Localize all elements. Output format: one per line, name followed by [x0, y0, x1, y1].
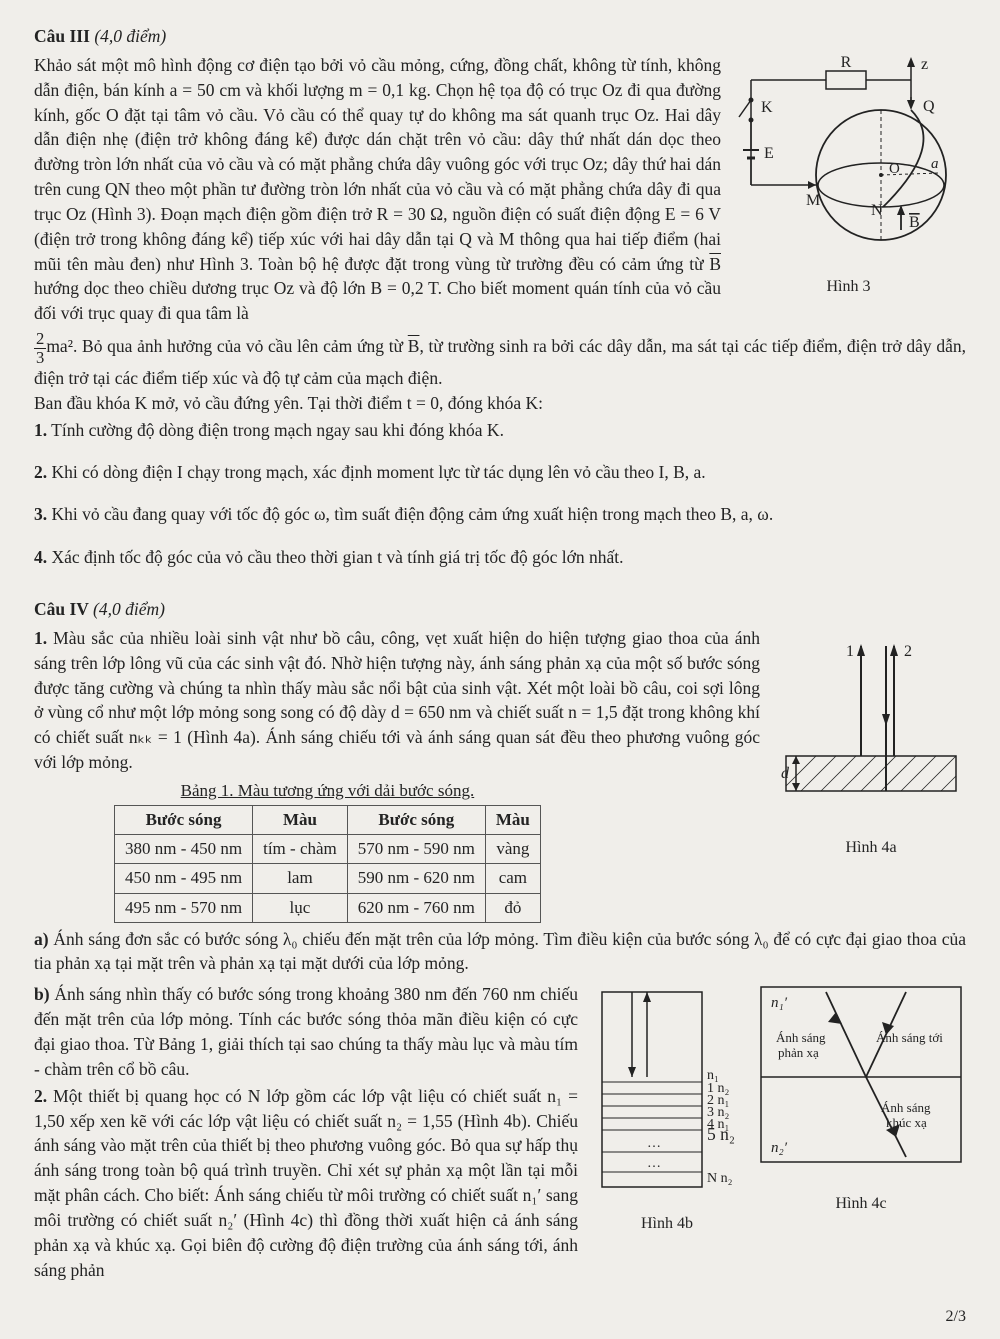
- q3-item-1: 1. Tính cường độ dòng điện trong mạch ng…: [34, 418, 966, 443]
- q4-part-b: b) Ánh sáng nhìn thấy có bước sóng trong…: [34, 982, 578, 1081]
- fig4a-label-d: d: [781, 765, 790, 782]
- fig4a-label-1: 1: [846, 643, 854, 660]
- table-row: 450 nm - 495 nmlam 590 nm - 620 nmcam: [115, 864, 541, 893]
- fig4c-refracted-2: khúc xạ: [886, 1115, 927, 1130]
- table-header: Màu: [253, 806, 348, 835]
- fig4c-n1p: n₁′: [771, 995, 788, 1011]
- table-header: Bước sóng: [347, 806, 485, 835]
- figure-4c-caption: Hình 4c: [756, 1193, 966, 1216]
- q3-title: Câu III: [34, 26, 90, 46]
- q3-header: Câu III (4,0 điểm): [34, 24, 966, 49]
- q3-body-2: 2 3 ma². Bỏ qua ảnh hưởng của vỏ cầu lên…: [34, 330, 966, 391]
- q4-part1: 1. Màu sắc của nhiều loài sinh vật như b…: [34, 626, 760, 775]
- fig4c-refracted-1: Ánh sáng: [881, 1100, 931, 1115]
- svg-text:5 n₂: 5 n₂: [707, 1124, 735, 1144]
- fig3-label-E: E: [764, 145, 774, 162]
- fig4c-reflected-1: Ánh sáng: [776, 1030, 826, 1045]
- figure-4a-svg: 1 2 d: [776, 626, 966, 826]
- fraction-2-3: 2 3: [34, 330, 46, 366]
- figure-4b: n₁ 1 n₂ 2 n₁ 3 n₂ 4 n₁ 5 n₂ … … N n₂ Hìn…: [592, 982, 742, 1236]
- figure-4c: n₁′ n₂′ Ánh sáng phản xạ Ánh sáng tới Án…: [756, 982, 966, 1216]
- q4-points: (4,0 điểm): [93, 599, 165, 619]
- figure-4b-svg: n₁ 1 n₂ 2 n₁ 3 n₂ 4 n₁ 5 n₂ … … N n₂: [592, 982, 742, 1202]
- figure-3-caption: Hình 3: [731, 276, 966, 299]
- table-row: 495 nm - 570 nmlục 620 nm - 760 nmđỏ: [115, 893, 541, 922]
- figure-4b-caption: Hình 4b: [592, 1213, 742, 1236]
- exam-page: Câu III (4,0 điểm) R z K: [0, 0, 1000, 1339]
- table-1-wavelength-colors: Bảng 1. Màu tương ứng với dải bước sóng.…: [114, 779, 541, 923]
- q4-part2: 2. Một thiết bị quang học có N lớp gồm c…: [34, 1084, 578, 1283]
- figure-4a-caption: Hình 4a: [776, 837, 966, 860]
- table-header: Bước sóng: [115, 806, 253, 835]
- q3-item-4: 4. Xác định tốc độ góc của vỏ cầu theo t…: [34, 545, 966, 570]
- table-row: Bước sóng Màu Bước sóng Màu: [115, 806, 541, 835]
- question-4: Câu IV (4,0 điểm) 1. Màu sắc của nhiều l…: [34, 597, 966, 1282]
- figure-4a: 1 2 d Hình 4a: [776, 626, 966, 860]
- q3-points: (4,0 điểm): [94, 26, 166, 46]
- q3-item-2: 2. Khi có dòng điện I chạy trong mạch, x…: [34, 460, 966, 485]
- q4-title: Câu IV: [34, 599, 89, 619]
- fig3-label-M: M: [806, 192, 820, 209]
- fig4b-dots: …: [647, 1136, 661, 1151]
- q4-header: Câu IV (4,0 điểm): [34, 597, 966, 622]
- fig3-label-B: B: [909, 214, 920, 231]
- figure-3-svg: R z K E: [731, 55, 966, 265]
- fig3-label-R: R: [841, 55, 852, 71]
- q4-part-a: a) Ánh sáng đơn sắc có bước sóng λ₀ chiế…: [34, 927, 966, 977]
- fig4b-dots2: …: [647, 1156, 661, 1171]
- figure-4c-svg: n₁′ n₂′ Ánh sáng phản xạ Ánh sáng tới Án…: [756, 982, 966, 1182]
- fig3-label-z: z: [921, 56, 928, 73]
- q3-item-3: 3. Khi vỏ cầu đang quay với tốc độ góc ω…: [34, 502, 966, 527]
- fig4c-incident: Ánh sáng tới: [876, 1030, 943, 1045]
- fig4a-label-2: 2: [904, 643, 912, 660]
- fig3-label-K: K: [761, 99, 773, 116]
- fig4b-N: N n₂: [707, 1171, 733, 1186]
- fig4c-n2p: n₂′: [771, 1140, 788, 1156]
- figure-3: R z K E: [731, 55, 966, 299]
- table-1-caption: Bảng 1. Màu tương ứng với dải bước sóng.: [114, 779, 541, 805]
- fig4c-reflected-2: phản xạ: [778, 1045, 819, 1060]
- fig3-label-a: a: [931, 156, 939, 172]
- question-3: Câu III (4,0 điểm) R z K: [34, 24, 966, 570]
- q3-body-3: Ban đầu khóa K mở, vỏ cầu đứng yên. Tại …: [34, 391, 966, 416]
- fig3-label-Q: Q: [923, 98, 935, 115]
- fig3-label-N: N: [871, 202, 883, 219]
- table-header: Màu: [485, 806, 540, 835]
- page-number: 2/3: [946, 1306, 966, 1329]
- table-row: 380 nm - 450 nmtím - chàm 570 nm - 590 n…: [115, 835, 541, 864]
